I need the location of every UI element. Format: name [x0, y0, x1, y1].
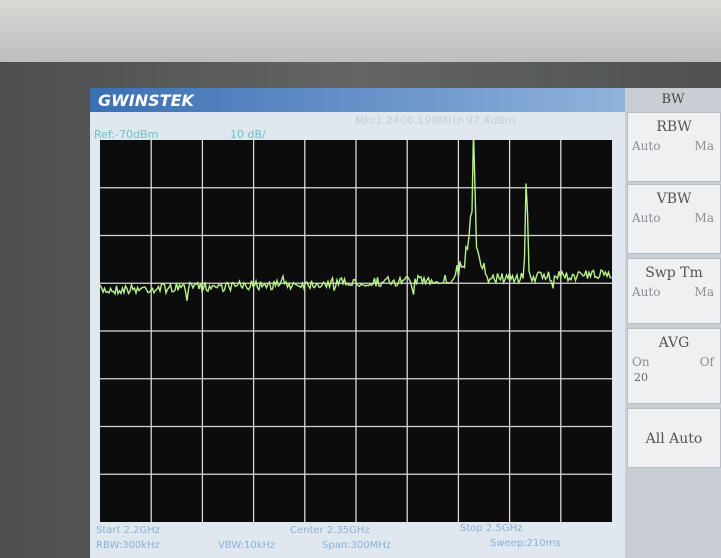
soft-menu: BW RBW Auto Ma VBW Auto Ma Swp Tm Auto Ma AVG On Of… — [625, 88, 721, 558]
menu-button[interactable]: All Auto — [627, 408, 721, 468]
start-freq: Start 2.2GHz — [96, 525, 160, 536]
menu-title: BW — [625, 92, 721, 107]
menu-options: On Of — [628, 351, 720, 369]
vbw: VBW:10kHz — [218, 540, 275, 551]
menu-option[interactable]: On — [632, 355, 650, 369]
menu-label: AVG — [628, 335, 720, 351]
menu-option[interactable]: Auto — [632, 139, 660, 153]
sweep: Sweep:210ms — [490, 538, 561, 549]
menu-option[interactable]: Auto — [632, 285, 660, 299]
menu-option[interactable]: Of — [700, 355, 714, 369]
menu-label: VBW — [628, 191, 720, 207]
trace-display — [100, 140, 612, 522]
menu-options: Auto Ma — [628, 207, 720, 225]
menu-button[interactable]: VBW Auto Ma — [627, 184, 721, 254]
menu-button[interactable]: AVG On Of 20 — [627, 328, 721, 404]
brand-bar: GWINSTEK — [90, 88, 625, 112]
menu-label: Swp Tm — [628, 265, 720, 281]
menu-option[interactable]: Ma — [695, 139, 714, 153]
span: Span:300MHz — [322, 540, 391, 551]
menu-button[interactable]: Swp Tm Auto Ma — [627, 258, 721, 324]
stop-freq: Stop 2.5GHz — [460, 523, 522, 534]
wall — [0, 0, 721, 62]
menu-value: 20 — [628, 371, 720, 384]
marker-readout: Mkr1 2400.199MHz-97.4dBm — [355, 114, 516, 127]
rbw: RBW:300kHz — [96, 540, 160, 551]
photo: GWINSTEK Ref:-70dBm 10 dB/ Mkr1 2400.199… — [0, 0, 721, 558]
menu-label: All Auto — [628, 431, 720, 447]
brand: GWINSTEK — [98, 91, 194, 110]
analyzer-screen: GWINSTEK Ref:-70dBm 10 dB/ Mkr1 2400.199… — [90, 88, 721, 558]
menu-option[interactable]: Auto — [632, 211, 660, 225]
menu-option[interactable]: Ma — [695, 211, 714, 225]
center-freq: Center 2.35GHz — [290, 525, 370, 536]
menu-options: Auto Ma — [628, 281, 720, 299]
menu-button[interactable]: RBW Auto Ma — [627, 112, 721, 182]
menu-options: Auto Ma — [628, 135, 720, 153]
menu-label: RBW — [628, 119, 720, 135]
menu-option[interactable]: Ma — [695, 285, 714, 299]
